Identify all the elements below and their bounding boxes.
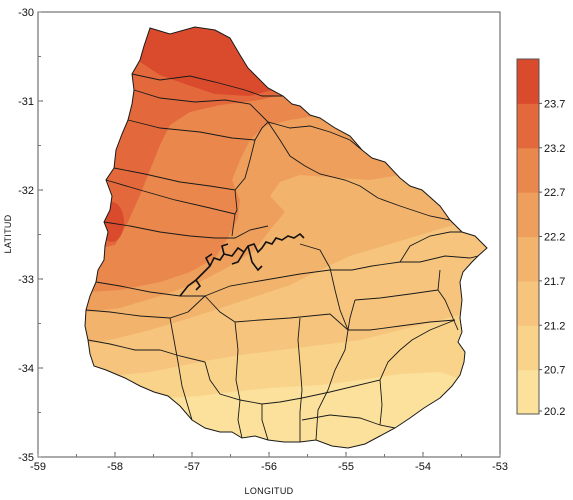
x-tick-label: -54 [415,461,431,473]
colorbar-swatch [517,103,539,149]
zone-23.2 [85,27,487,260]
x-tick-label: -57 [184,461,200,473]
x-axis-title: LONGITUD [245,486,294,496]
y-tick-label: -30 [18,7,34,19]
colorbar: 23.7 23.2 22.7 22.2 21.7 21.2 20.7 20.2 [516,58,565,418]
colorbar-swatch [517,325,539,371]
colorbar-label: 21.2 [544,320,565,332]
colorbar-swatch [517,147,539,193]
colorbar-label: 20.2 [544,406,565,418]
y-axis: -30 -31 -32 -33 -34 -35 [18,7,43,464]
y-axis-title: LATITUD [3,214,13,253]
colorbar-label: 23.2 [544,143,565,155]
y-tick-label: -33 [18,274,34,286]
colorbar-swatch [517,236,539,282]
x-tick-label: -55 [338,461,354,473]
colorbar-label: 22.2 [544,232,565,244]
x-axis: -59 -58 -57 -56 -55 -54 -53 [30,452,508,473]
colorbar-swatch [517,192,539,237]
x-tick-label: -58 [107,461,123,473]
colorbar-label: 22.7 [544,187,565,199]
river-negro [179,232,305,297]
colorbar-swatch [517,369,539,415]
x-tick-label: -59 [30,461,46,473]
y-tick-label: -35 [18,452,34,464]
colorbar-swatch [517,280,539,326]
y-tick-label: -34 [18,363,34,375]
y-tick-label: -32 [18,185,34,197]
colorbar-label: 21.7 [544,276,565,288]
x-tick-label: -53 [492,461,508,473]
colorbar-label: 23.7 [544,98,565,110]
department-borders [85,73,479,442]
colorbar-swatch [517,59,539,104]
y-tick-label: -31 [18,96,34,108]
country-outline [84,26,488,449]
colorbar-label: 20.7 [544,365,565,377]
x-tick-label: -56 [261,461,277,473]
